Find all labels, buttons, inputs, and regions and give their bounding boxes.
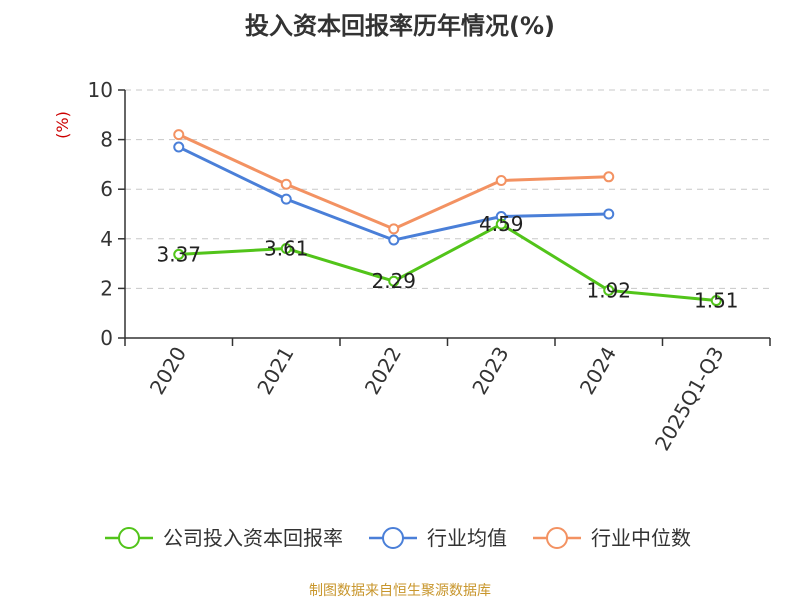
x-tick-label: 2021 — [252, 343, 298, 399]
legend-item[interactable]: 行业中位数 — [533, 526, 691, 550]
y-tick-label: 6 — [100, 177, 113, 201]
chart-title: 投入资本回报率历年情况(%) — [245, 12, 555, 40]
data-point[interactable] — [603, 171, 615, 183]
x-tick-label: 2024 — [575, 343, 621, 399]
data-point[interactable] — [173, 129, 185, 141]
data-label: 4.59 — [479, 212, 524, 236]
data-point[interactable] — [495, 218, 507, 230]
data-point[interactable] — [495, 175, 507, 187]
data-point[interactable] — [280, 242, 292, 254]
legend-label: 公司投入资本回报率 — [163, 526, 343, 550]
data-label: 2.29 — [371, 269, 416, 293]
legend-item[interactable]: 公司投入资本回报率 — [105, 526, 343, 550]
data-label: 3.37 — [156, 242, 201, 266]
legend-marker — [546, 527, 568, 549]
legend[interactable]: 公司投入资本回报率 行业均值 行业中位数 — [105, 526, 691, 550]
data-point[interactable] — [388, 234, 400, 246]
y-unit-label: (%) — [53, 111, 72, 139]
legend-label: 行业中位数 — [591, 526, 691, 550]
y-tick-label: 4 — [100, 227, 113, 251]
data-point[interactable] — [173, 248, 185, 260]
data-point[interactable] — [388, 223, 400, 235]
y-tick-label: 0 — [100, 326, 113, 350]
data-labels: 3.37 3.61 2.29 4.59 1.92 1.51 — [156, 212, 738, 312]
data-point[interactable] — [710, 295, 722, 307]
y-tick-label: 8 — [100, 128, 113, 152]
series-layer — [173, 129, 722, 307]
x-tick-label: 2022 — [360, 343, 406, 399]
y-tick-label: 10 — [88, 78, 113, 102]
legend-marker — [118, 527, 140, 549]
data-point[interactable] — [603, 208, 615, 220]
legend-item[interactable]: 行业均值 — [369, 526, 507, 550]
x-tick-label: 2020 — [145, 343, 191, 399]
gridlines — [125, 89, 770, 289]
data-point[interactable] — [173, 141, 185, 153]
legend-label: 行业均值 — [427, 526, 507, 550]
y-tick-label: 2 — [100, 276, 113, 300]
data-point[interactable] — [603, 284, 615, 296]
data-label: 3.61 — [264, 236, 309, 260]
data-point[interactable] — [388, 275, 400, 287]
data-label: 1.51 — [694, 289, 739, 313]
x-tick-label: 2025Q1-Q3 — [650, 343, 729, 455]
data-label: 1.92 — [586, 278, 631, 302]
legend-marker — [382, 527, 404, 549]
source-note: 制图数据来自恒生聚源数据库 — [309, 583, 491, 599]
data-point[interactable] — [280, 178, 292, 190]
series-line — [178, 222, 717, 303]
data-point[interactable] — [280, 193, 292, 205]
x-tick-label: 2023 — [467, 343, 513, 399]
